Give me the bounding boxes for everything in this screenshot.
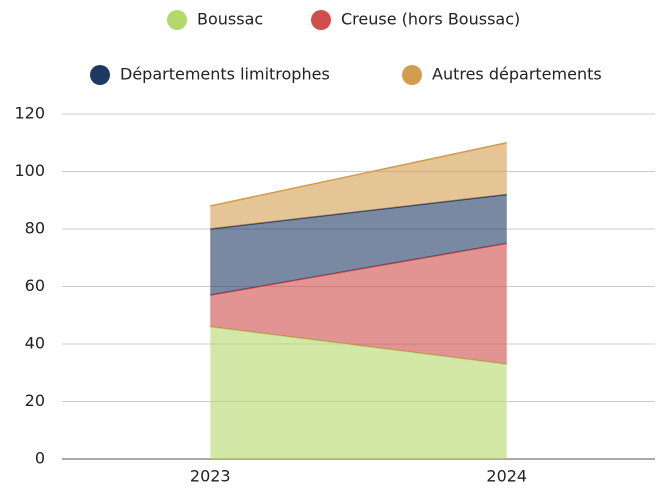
y-tick-label: 60	[25, 276, 45, 295]
legend-label: Autres départements	[432, 65, 602, 84]
legend-marker	[402, 65, 422, 85]
legend-label: Départements limitrophes	[120, 65, 330, 84]
area-line	[210, 142, 507, 207]
area	[210, 194, 507, 296]
legend-marker	[311, 10, 331, 30]
legend-marker	[167, 10, 187, 30]
area	[210, 142, 507, 229]
y-tick-label: 40	[25, 334, 45, 353]
area	[210, 243, 507, 365]
x-tick-label: 2023	[190, 467, 231, 486]
x-tick-label: 2024	[486, 467, 527, 486]
legend-label: Boussac	[197, 10, 263, 29]
legend-marker	[90, 65, 110, 85]
area	[210, 326, 507, 459]
legend-label: Creuse (hors Boussac)	[341, 10, 520, 29]
y-tick-label: 120	[14, 104, 45, 123]
y-tick-label: 20	[25, 391, 45, 410]
y-tick-label: 0	[35, 449, 45, 468]
y-tick-label: 80	[25, 219, 45, 238]
y-tick-label: 100	[14, 161, 45, 180]
